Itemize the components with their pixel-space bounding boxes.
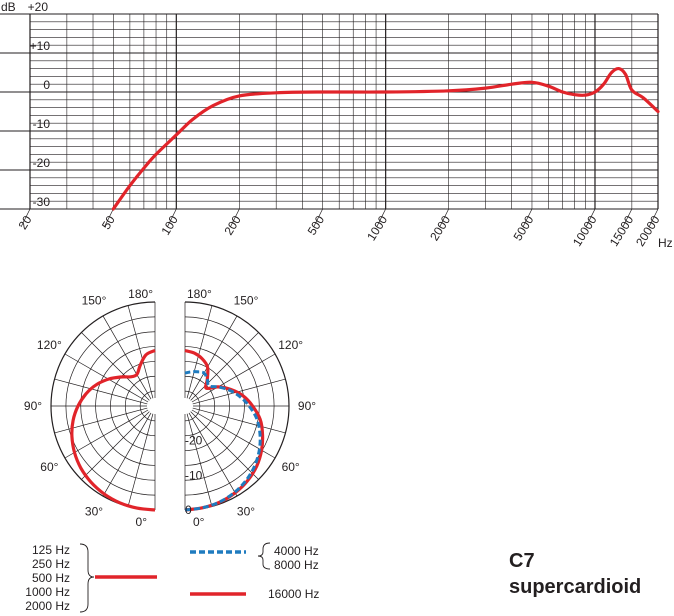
legend-item: 1000 Hz [25,585,70,599]
polar-curve [70,349,156,512]
grid-spoke [54,378,148,405]
legend-item: 500 Hz [31,571,70,585]
radial-label: -10 [185,468,203,482]
angle-label: 90° [298,399,316,413]
x-tick-mark [376,208,386,228]
legend-group-1: 125 Hz 250 Hz 500 Hz 1000 Hz 2000 Hz [18,543,70,613]
radial-label: -20 [185,434,203,448]
legend-group-3: 16000 Hz [268,587,319,601]
grid-spoke [188,315,238,400]
legend-item: 8000 Hz [274,558,319,572]
grid-spoke [81,411,150,480]
x-tick-label: 20 [16,213,35,232]
angle-label: 30° [237,505,255,519]
x-tick-label: 500 [305,213,328,238]
grid-spoke [192,407,286,434]
x-tick-mark [230,208,240,228]
legend-item: 16000 Hz [268,587,320,601]
response-line [111,66,660,211]
grid-spoke [188,412,238,497]
frequency-grid [0,13,659,210]
angle-label: 120° [278,338,303,352]
x-tick-label: 50 [99,213,118,232]
legend-swatches [79,542,271,613]
angle-label: 90° [24,399,42,413]
legend-item: 4000 Hz [274,544,319,558]
y-tick-label: +10 [30,39,51,53]
angle-label: 150° [234,293,259,307]
y-tick-label: 0 [43,78,50,92]
x-tick-label: 200 [221,213,244,238]
x-tick-mark [313,208,323,228]
grid-spoke [64,353,149,403]
grid-spoke [102,412,152,497]
y-axis-label: dB [1,0,16,14]
angle-labels: 180° 180° 150° 150° 120° 120° 90° 90° 60° 60° 30° 3… [24,287,316,529]
grid-spoke [191,353,276,403]
x-tick-mark [622,208,633,228]
model-name: C7 [509,550,535,572]
x-tick-mark [585,208,596,228]
polar-curve [184,348,265,512]
x-tick-mark [103,208,114,228]
polar-pattern-chart: 180° 180° 150° 150° 120° 120° 90° 90° 60° 60° 30° 3… [24,287,316,613]
angle-label: 180° [187,287,212,301]
angle-label: 120° [37,338,62,352]
x-tick-label: 1000 [364,213,390,243]
grid-spoke [102,315,152,400]
grid-spoke [190,332,259,401]
angle-label: 0° [193,515,205,529]
legend-brace [79,543,95,613]
pattern-name: supercardioid [509,576,642,598]
grid-spoke [186,413,213,507]
angle-label: 0° [136,515,148,529]
grid-spoke [64,409,149,459]
grid-spoke [54,407,148,434]
legend-item: 250 Hz [31,557,70,571]
x-tick-label: 15000 [607,213,637,249]
model-title: C7 supercardioid [509,548,641,600]
x-tick-label: 100 [158,213,181,238]
x-axis-label: Hz [658,236,673,250]
angle-label: 30° [85,505,103,519]
grid-spoke [190,411,259,480]
x-tick-label: 10000 [570,213,600,249]
grid-spoke [127,413,154,507]
angle-label: 180° [128,287,153,301]
grid-spoke [81,332,150,401]
legend-item: 2000 Hz [25,599,70,613]
radial-label: 0 [185,503,192,517]
legend-group-2: 4000 Hz 8000 Hz [274,544,319,572]
frequency-response-chart: +20 +10 0 -10 -20 -30 20 50 100 200 500 1000 2000 50… [0,0,673,250]
angle-label: 150° [82,293,107,307]
polar-curve [184,370,262,512]
response-series [111,66,660,211]
y-tick-label: +20 [28,0,49,14]
y-tick-label: -20 [33,156,51,170]
x-tick-mark [167,208,177,228]
y-tick-label: -10 [33,117,51,131]
grid-spoke [186,305,213,399]
legend-brace [257,542,271,570]
polar-curves [70,348,265,512]
x-tick-mark [648,208,659,228]
x-tick-mark [20,208,31,228]
angle-label: 60° [282,460,300,474]
radial-labels: -20 -10 0 [185,434,203,517]
x-tick-label: 2000 [427,213,453,243]
x-tick-label: 5000 [510,213,536,243]
grid-spoke [127,305,154,399]
x-tick-mark [522,208,533,228]
polar-grid [50,301,290,511]
legend-item: 125 Hz [31,543,70,557]
angle-label: 60° [40,460,58,474]
y-tick-labels: +20 +10 0 -10 -20 -30 [28,0,51,209]
x-tick-mark [439,208,449,228]
y-tick-label: -30 [33,195,51,209]
